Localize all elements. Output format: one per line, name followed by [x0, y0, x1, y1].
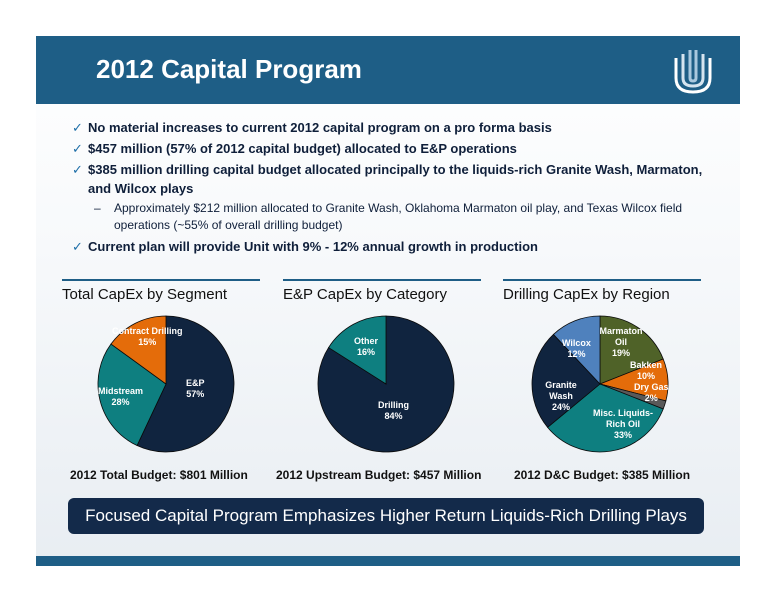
bullet-item: ✓ $457 million (57% of 2012 capital budge… [72, 141, 517, 156]
slice-label-drilling: Drilling 84% [378, 400, 409, 421]
slice-label-bakken: Bakken 10% [630, 360, 663, 381]
summary-banner: Focused Capital Program Emphasizes Highe… [68, 498, 704, 534]
pie-slice-midstream [97, 343, 167, 447]
checkmark-icon: ✓ [72, 162, 83, 177]
sub-bullet-item: – Approximately $212 million allocated to… [94, 201, 683, 232]
header-bar: 2012 Capital Program [36, 36, 740, 104]
bullet-item: ✓ No material increases to current 2012 c… [72, 120, 552, 135]
pie-chart-segment [97, 315, 235, 453]
pie-slice-other [328, 315, 387, 385]
checkmark-icon: ✓ [72, 141, 83, 156]
section-rule [283, 279, 481, 281]
pie-slice-e-p [136, 315, 235, 453]
company-logo-icon [674, 50, 712, 94]
pie-slice-misc-liquids-rich-oil [547, 383, 664, 453]
chart-caption: 2012 D&C Budget: $385 Million [514, 468, 691, 482]
chart-title: Total CapEx by Segment [62, 286, 228, 303]
slice-label-misc-liquids: Misc. Liquids-Rich Oil 33% [592, 408, 653, 440]
bullet-item: ✓ $385 million drilling capital budget al… [72, 162, 703, 196]
slice-label-wilcox: Wilcox 12% [562, 338, 591, 359]
bullet-item: ✓ Current plan will provide Unit with 9% … [72, 239, 538, 254]
chart-caption: 2012 Total Budget: $801 Million [70, 468, 248, 482]
slice-label-marmaton-oil: Marmaton Oil 19% [599, 326, 643, 358]
pie-chart-region [531, 315, 669, 453]
bullet-list: ✓ No material increases to current 2012 c… [72, 118, 722, 258]
pie-slice-granite-wash [531, 333, 601, 428]
section-rule [62, 279, 260, 281]
slice-label-midstream: Midstream 28% [98, 386, 144, 407]
chart-title: Drilling CapEx by Region [503, 286, 670, 303]
slice-label-contract-drilling: Contract Drilling 15% [112, 326, 183, 347]
checkmark-icon: ✓ [72, 239, 83, 254]
pie-slice-wilcox [552, 315, 601, 386]
checkmark-icon: ✓ [72, 120, 83, 135]
section-rule [503, 279, 701, 281]
slide-background [36, 36, 740, 566]
page-title: 2012 Capital Program [96, 54, 362, 84]
slice-label-other: Other 16% [354, 336, 379, 357]
pie-slice-marmaton-oil [599, 315, 664, 385]
dash-icon: – [94, 201, 101, 215]
slice-label-dry-gas: Dry Gas 2% [634, 382, 669, 403]
pie-slice-contract-drilling [110, 315, 167, 385]
footer-bar [36, 556, 740, 566]
slice-label-granite-wash: Granite Wash 24% [545, 380, 577, 412]
chart-title: E&P CapEx by Category [283, 286, 447, 303]
chart-caption: 2012 Upstream Budget: $457 Million [276, 468, 482, 482]
pie-chart-category [317, 315, 455, 453]
slice-label-ep: E&P 57% [186, 378, 205, 399]
